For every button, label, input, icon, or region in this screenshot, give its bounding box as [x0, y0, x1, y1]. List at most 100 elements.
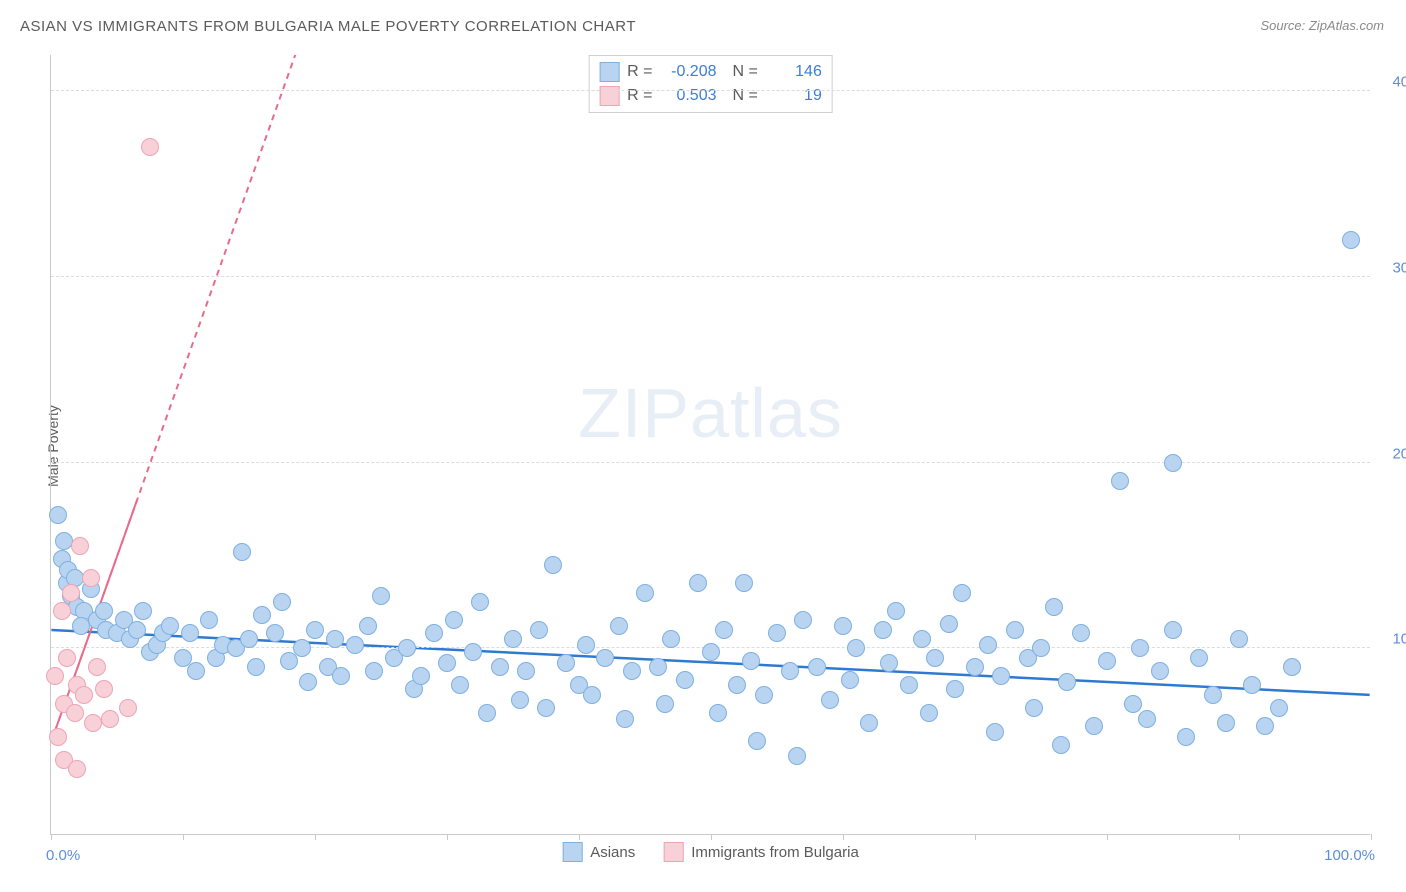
- data-point: [451, 676, 469, 694]
- data-point: [517, 662, 535, 680]
- data-point: [926, 649, 944, 667]
- series-legend: Asians Immigrants from Bulgaria: [562, 842, 859, 862]
- x-tick: [711, 834, 712, 840]
- data-point: [326, 630, 344, 648]
- data-point: [557, 654, 575, 672]
- data-point: [992, 667, 1010, 685]
- data-point: [748, 732, 766, 750]
- data-point: [834, 617, 852, 635]
- data-point: [1164, 454, 1182, 472]
- data-point: [742, 652, 760, 670]
- gridline: [51, 90, 1370, 91]
- data-point: [1058, 673, 1076, 691]
- x-tick: [1371, 834, 1372, 840]
- data-point: [1190, 649, 1208, 667]
- data-point: [101, 710, 119, 728]
- data-point: [616, 710, 634, 728]
- data-point: [134, 602, 152, 620]
- legend-label: Asians: [590, 844, 635, 861]
- x-tick: [1107, 834, 1108, 840]
- data-point: [445, 611, 463, 629]
- data-point: [49, 728, 67, 746]
- x-tick-label: 0.0%: [46, 847, 80, 864]
- data-point: [75, 686, 93, 704]
- n-label: N =: [733, 63, 758, 81]
- data-point: [1072, 624, 1090, 642]
- data-point: [412, 667, 430, 685]
- r-value: -0.208: [661, 63, 717, 81]
- data-point: [728, 676, 746, 694]
- data-point: [887, 602, 905, 620]
- data-point: [266, 624, 284, 642]
- data-point: [709, 704, 727, 722]
- data-point: [1243, 676, 1261, 694]
- data-point: [438, 654, 456, 672]
- legend-item: Immigrants from Bulgaria: [663, 842, 859, 862]
- data-point: [511, 691, 529, 709]
- data-point: [577, 636, 595, 654]
- chart-plot-area: ZIPatlas R =-0.208N =146R =0.503N =19 As…: [50, 55, 1370, 835]
- data-point: [398, 639, 416, 657]
- data-point: [649, 658, 667, 676]
- y-tick-label: 20.0%: [1392, 445, 1406, 462]
- data-point: [966, 658, 984, 676]
- data-point: [119, 699, 137, 717]
- data-point: [821, 691, 839, 709]
- watermark-zip: ZIP: [578, 374, 690, 452]
- data-point: [768, 624, 786, 642]
- data-point: [874, 621, 892, 639]
- y-tick-label: 30.0%: [1392, 259, 1406, 276]
- legend-stat-row: R =0.503N =19: [599, 84, 822, 108]
- data-point: [66, 704, 84, 722]
- data-point: [788, 747, 806, 765]
- data-point: [1098, 652, 1116, 670]
- data-point: [940, 615, 958, 633]
- x-tick: [315, 834, 316, 840]
- x-tick: [579, 834, 580, 840]
- watermark-atlas: atlas: [690, 374, 843, 452]
- data-point: [537, 699, 555, 717]
- data-point: [715, 621, 733, 639]
- data-point: [359, 617, 377, 635]
- data-point: [88, 658, 106, 676]
- data-point: [161, 617, 179, 635]
- data-point: [979, 636, 997, 654]
- data-point: [755, 686, 773, 704]
- data-point: [860, 714, 878, 732]
- data-point: [781, 662, 799, 680]
- data-point: [1045, 598, 1063, 616]
- data-point: [1006, 621, 1024, 639]
- data-point: [332, 667, 350, 685]
- data-point: [84, 714, 102, 732]
- data-point: [464, 643, 482, 661]
- data-point: [1025, 699, 1043, 717]
- data-point: [425, 624, 443, 642]
- source-attribution: Source: ZipAtlas.com: [1260, 18, 1384, 33]
- x-tick: [51, 834, 52, 840]
- data-point: [49, 506, 67, 524]
- data-point: [847, 639, 865, 657]
- data-point: [808, 658, 826, 676]
- legend-item: Asians: [562, 842, 635, 862]
- data-point: [946, 680, 964, 698]
- data-point: [1085, 717, 1103, 735]
- data-point: [656, 695, 674, 713]
- data-point: [1342, 231, 1360, 249]
- n-value: 146: [766, 63, 822, 81]
- data-point: [504, 630, 522, 648]
- data-point: [1164, 621, 1182, 639]
- legend-swatch: [663, 842, 683, 862]
- data-point: [530, 621, 548, 639]
- data-point: [1230, 630, 1248, 648]
- data-point: [702, 643, 720, 661]
- data-point: [1204, 686, 1222, 704]
- legend-swatch: [599, 62, 619, 82]
- data-point: [913, 630, 931, 648]
- legend-label: Immigrants from Bulgaria: [691, 844, 859, 861]
- data-point: [662, 630, 680, 648]
- data-point: [880, 654, 898, 672]
- correlation-legend: R =-0.208N =146R =0.503N =19: [588, 55, 833, 113]
- chart-title: ASIAN VS IMMIGRANTS FROM BULGARIA MALE P…: [20, 18, 636, 35]
- data-point: [128, 621, 146, 639]
- data-point: [1111, 472, 1129, 490]
